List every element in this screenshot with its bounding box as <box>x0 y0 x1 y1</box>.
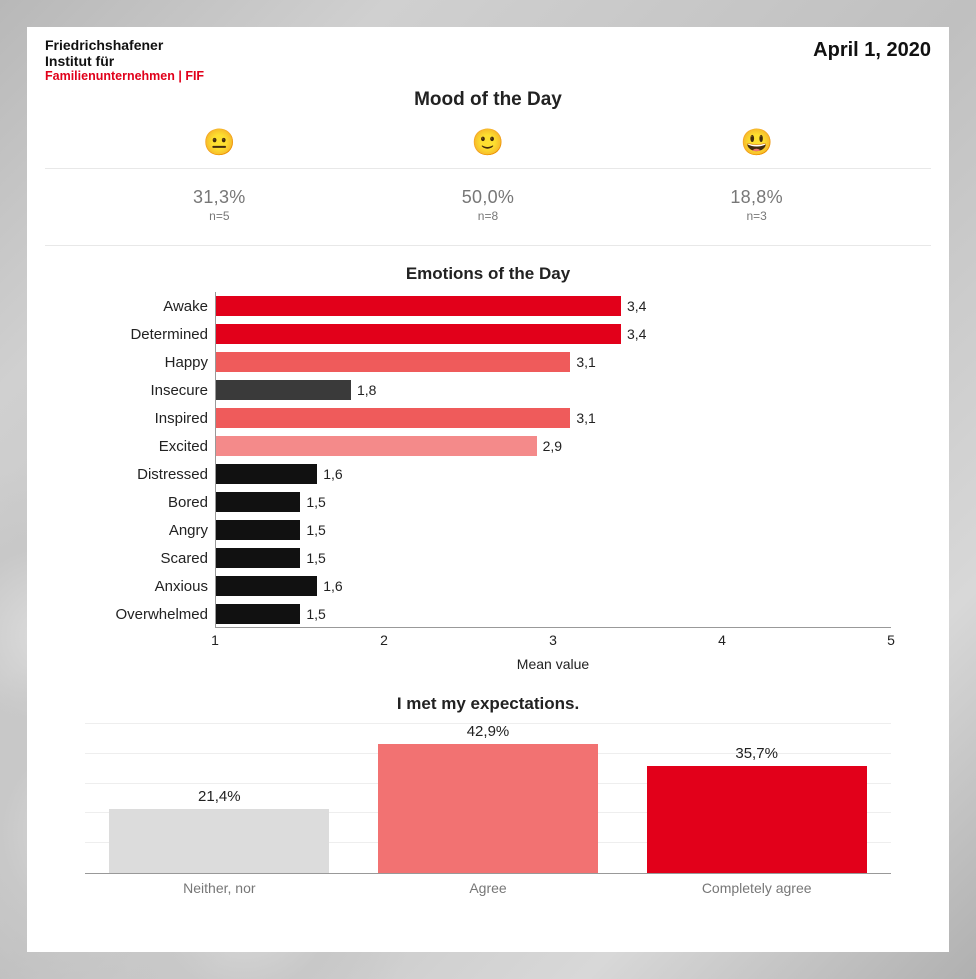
emotion-bar-row: Excited2,9 <box>216 432 891 460</box>
emotion-value: 1,5 <box>306 522 325 538</box>
emotion-bar-row: Anxious1,6 <box>216 572 891 600</box>
emotion-label: Excited <box>46 438 216 455</box>
emotion-label: Awake <box>46 298 216 315</box>
x-tick-label: 1 <box>211 632 219 648</box>
mood-stat: 50,0%n=8 <box>462 187 515 223</box>
emotion-bar-row: Overwhelmed1,5 <box>216 600 891 628</box>
emotion-bar-row: Determined3,4 <box>216 320 891 348</box>
emotion-label: Happy <box>46 354 216 371</box>
emotion-label: Bored <box>46 494 216 511</box>
expectation-bar <box>378 744 598 873</box>
emotion-bar-row: Scared1,5 <box>216 544 891 572</box>
emotion-label: Angry <box>46 522 216 539</box>
expectation-bar <box>109 809 329 873</box>
emotion-bar-row: Distressed1,6 <box>216 460 891 488</box>
expectation-value: 42,9% <box>467 723 510 740</box>
mood-sample-n: n=5 <box>193 209 246 223</box>
emotions-x-label: Mean value <box>215 656 891 672</box>
emotions-chart: Emotions of the Day Awake3,4Determined3,… <box>45 264 931 672</box>
emotions-plot-area: Awake3,4Determined3,4Happy3,1Insecure1,8… <box>215 292 891 628</box>
emotion-value: 1,5 <box>306 550 325 566</box>
emotion-bar <box>216 576 317 596</box>
expectation-bar <box>647 766 867 873</box>
emotion-bar <box>216 436 537 456</box>
report-date: April 1, 2020 <box>813 39 931 62</box>
mood-emoji-icon: 😃 <box>740 127 772 158</box>
emotion-value: 1,8 <box>357 382 376 398</box>
report-card: Friedrichshafener Institut für Familienu… <box>27 27 949 952</box>
emotion-bar <box>216 324 621 344</box>
x-tick-label: 4 <box>718 632 726 648</box>
emotion-value: 3,4 <box>627 298 646 314</box>
emotions-x-ticks: 12345 <box>215 628 891 656</box>
mood-emoji-icon: 😐 <box>203 127 235 158</box>
logo-line-3: Familienunternehmen | FIF <box>45 69 204 83</box>
expectation-bar-wrap: 21,4% <box>109 788 329 873</box>
emotion-value: 3,1 <box>576 354 595 370</box>
emotion-label: Insecure <box>46 382 216 399</box>
emotion-bar-row: Bored1,5 <box>216 488 891 516</box>
emotion-bar <box>216 352 570 372</box>
expectation-value: 21,4% <box>198 788 241 805</box>
emotion-bar-row: Awake3,4 <box>216 292 891 320</box>
emotion-value: 1,5 <box>306 494 325 510</box>
emotion-bar <box>216 492 300 512</box>
emotion-value: 1,6 <box>323 466 342 482</box>
institute-logo: Friedrichshafener Institut für Familienu… <box>45 37 204 84</box>
expectation-category-label: Agree <box>354 880 623 896</box>
emotion-label: Anxious <box>46 578 216 595</box>
mood-percentage: 18,8% <box>730 187 783 208</box>
mood-emoji-icon: 🙂 <box>472 127 504 158</box>
emotion-bar <box>216 604 300 624</box>
mood-sample-n: n=8 <box>462 209 515 223</box>
emotion-bar-row: Happy3,1 <box>216 348 891 376</box>
emotions-chart-title: Emotions of the Day <box>45 264 931 284</box>
emotion-value: 1,5 <box>306 606 325 622</box>
expectation-value: 35,7% <box>735 745 778 762</box>
expectations-plot-area: 21,4% 42,9% 35,7% <box>85 724 891 874</box>
logo-line-1: Friedrichshafener <box>45 37 204 53</box>
expectations-chart: I met my expectations. 21,4% 42,9% 35,7% N… <box>45 694 931 896</box>
mood-emoji-row: 😐 🙂 😃 <box>45 121 931 168</box>
emotion-value: 3,1 <box>576 410 595 426</box>
mood-percentage: 50,0% <box>462 187 515 208</box>
emotion-label: Determined <box>46 326 216 343</box>
emotion-value: 1,6 <box>323 578 342 594</box>
emotion-bar-row: Angry1,5 <box>216 516 891 544</box>
x-tick-label: 5 <box>887 632 895 648</box>
expectations-x-labels: Neither, norAgreeCompletely agree <box>85 880 891 896</box>
expectation-bar-wrap: 42,9% <box>378 723 598 873</box>
expectation-bar-wrap: 35,7% <box>647 745 867 873</box>
emotion-bar <box>216 520 300 540</box>
mood-stats-row: 31,3%n=5 50,0%n=8 18,8%n=3 <box>45 169 931 245</box>
divider <box>45 245 931 246</box>
logo-line-2: Institut für <box>45 53 204 69</box>
x-tick-label: 2 <box>380 632 388 648</box>
expectations-chart-title: I met my expectations. <box>45 694 931 714</box>
emotion-value: 3,4 <box>627 326 646 342</box>
emotion-bar <box>216 296 621 316</box>
emotion-bar <box>216 464 317 484</box>
mood-percentage: 31,3% <box>193 187 246 208</box>
emotion-label: Inspired <box>46 410 216 427</box>
emotion-value: 2,9 <box>543 438 562 454</box>
emotion-bar <box>216 380 351 400</box>
header: Friedrichshafener Institut für Familienu… <box>45 37 931 91</box>
emotion-label: Scared <box>46 550 216 567</box>
x-tick-label: 3 <box>549 632 557 648</box>
emotion-label: Distressed <box>46 466 216 483</box>
emotion-bar <box>216 408 570 428</box>
expectation-category-label: Neither, nor <box>85 880 354 896</box>
mood-stat: 31,3%n=5 <box>193 187 246 223</box>
expectation-category-label: Completely agree <box>622 880 891 896</box>
emotion-bar-row: Inspired3,1 <box>216 404 891 432</box>
emotion-bar-row: Insecure1,8 <box>216 376 891 404</box>
mood-title: Mood of the Day <box>45 89 931 111</box>
mood-sample-n: n=3 <box>730 209 783 223</box>
emotion-label: Overwhelmed <box>46 606 216 623</box>
emotion-bar <box>216 548 300 568</box>
mood-stat: 18,8%n=3 <box>730 187 783 223</box>
